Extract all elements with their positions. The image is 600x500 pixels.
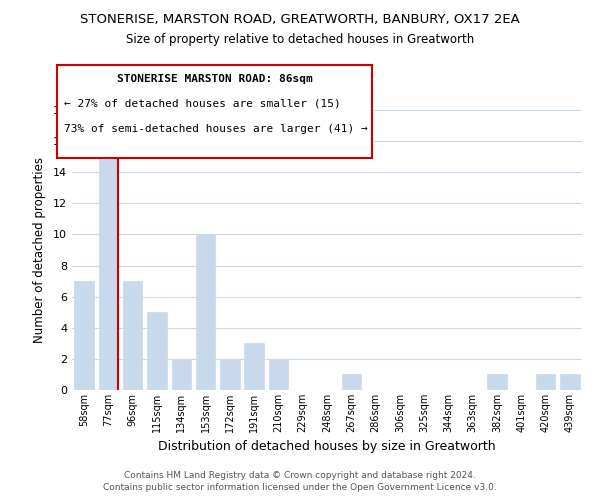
Bar [196, 234, 215, 390]
Text: ← 27% of detached houses are smaller (15): ← 27% of detached houses are smaller (15… [64, 99, 341, 109]
Bar [487, 374, 507, 390]
Text: 73% of semi-detached houses are larger (41) →: 73% of semi-detached houses are larger (… [64, 124, 368, 134]
Bar [74, 281, 94, 390]
Bar [244, 344, 264, 390]
Bar [536, 374, 555, 390]
X-axis label: Distribution of detached houses by size in Greatworth: Distribution of detached houses by size … [158, 440, 496, 454]
Text: Contains public sector information licensed under the Open Government Licence v3: Contains public sector information licen… [103, 484, 497, 492]
Bar [123, 281, 142, 390]
Text: Size of property relative to detached houses in Greatworth: Size of property relative to detached ho… [126, 32, 474, 46]
Bar [341, 374, 361, 390]
Bar [99, 156, 118, 390]
Bar [220, 359, 239, 390]
Bar [172, 359, 191, 390]
Bar [560, 374, 580, 390]
Text: STONERISE MARSTON ROAD: 86sqm: STONERISE MARSTON ROAD: 86sqm [116, 74, 313, 84]
Text: STONERISE, MARSTON ROAD, GREATWORTH, BANBURY, OX17 2EA: STONERISE, MARSTON ROAD, GREATWORTH, BAN… [80, 12, 520, 26]
Bar [147, 312, 167, 390]
Y-axis label: Number of detached properties: Number of detached properties [33, 157, 46, 343]
Text: Contains HM Land Registry data © Crown copyright and database right 2024.: Contains HM Land Registry data © Crown c… [124, 471, 476, 480]
Bar [269, 359, 288, 390]
